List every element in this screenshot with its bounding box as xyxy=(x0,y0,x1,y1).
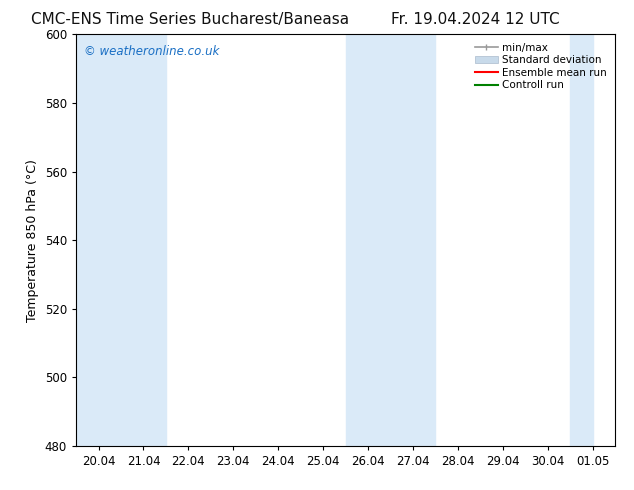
Legend: min/max, Standard deviation, Ensemble mean run, Controll run: min/max, Standard deviation, Ensemble me… xyxy=(472,40,610,94)
Text: © weatheronline.co.uk: © weatheronline.co.uk xyxy=(84,45,219,58)
Text: CMC-ENS Time Series Bucharest/Baneasa: CMC-ENS Time Series Bucharest/Baneasa xyxy=(31,12,349,27)
Y-axis label: Temperature 850 hPa (°C): Temperature 850 hPa (°C) xyxy=(26,159,39,321)
Bar xyxy=(76,34,166,446)
Bar xyxy=(346,34,436,446)
Text: Fr. 19.04.2024 12 UTC: Fr. 19.04.2024 12 UTC xyxy=(391,12,560,27)
Bar xyxy=(570,34,593,446)
